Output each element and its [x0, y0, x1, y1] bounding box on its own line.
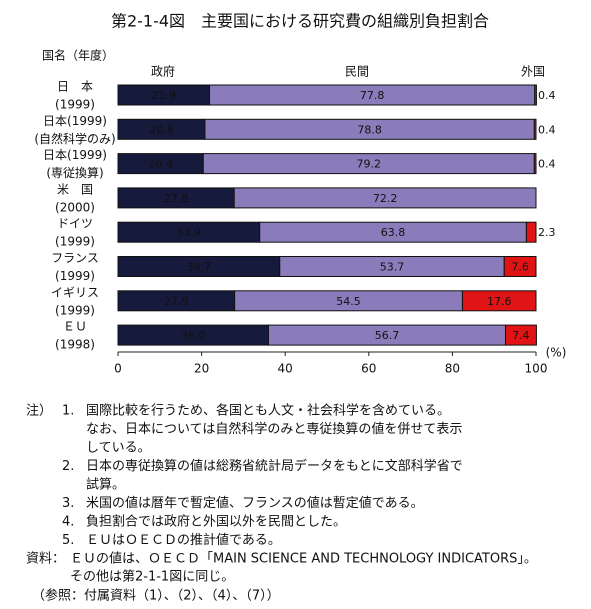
category-header: 国名（年度）	[42, 48, 114, 63]
value-label: 27.9	[164, 295, 189, 308]
note-number: 5.	[62, 533, 74, 548]
note-text: 米国の値は暦年で暫定値、フランスの値は暫定値である。	[86, 495, 424, 511]
note-number: 1.	[62, 404, 74, 419]
category-label: ドイツ	[57, 217, 93, 231]
bar-segment	[233, 187, 537, 209]
note-text: 日本の専従換算の値は総務省統計局データをもとに文部科学省で	[86, 458, 463, 474]
x-tick-label: 60	[361, 362, 376, 376]
value-label: 7.6	[511, 261, 529, 274]
value-label: 20.8	[149, 123, 174, 136]
category-label: (1999)	[55, 303, 95, 317]
reference: （参照：付属資料（1）、（2）、（4）、（7））	[32, 588, 280, 604]
category-label: 米 国	[57, 182, 93, 196]
notes-label: 注）	[26, 404, 52, 419]
value-label: 7.4	[512, 329, 530, 342]
value-label: 27.8	[164, 192, 189, 205]
value-label: 33.9	[177, 226, 202, 239]
x-axis-label: (%)	[546, 346, 567, 360]
x-tick-label: 20	[194, 362, 209, 376]
bar-segment	[534, 84, 537, 106]
value-label: 72.2	[373, 192, 398, 205]
note-text: なお、日本については自然科学のみと専従換算の値を併せて表示	[86, 421, 462, 437]
bar-segment	[533, 153, 537, 175]
chart-title: 第2-1-4図 主要国における研究費の組織別負担割合	[111, 12, 489, 31]
note-text: 国際比較を行うため、各国とも人文・社会科学を含めている。	[86, 403, 450, 419]
note-number: 3.	[62, 496, 74, 511]
category-label: 日本(1999)	[43, 114, 107, 128]
value-label: 0.4	[538, 89, 556, 102]
source-text: その他は第2-1-1図に同じ。	[70, 570, 234, 585]
legend-label: 外国	[521, 65, 545, 79]
category-label: イギリス	[51, 285, 99, 299]
note-number: 2.	[62, 459, 74, 474]
category-label: 日本(1999)	[43, 148, 107, 162]
note-text: ＥＵはＯＥＣＤの推計値である。	[86, 532, 281, 548]
bar-segment	[461, 290, 537, 312]
value-label: 21.9	[152, 89, 177, 102]
value-label: 17.6	[487, 295, 512, 308]
category-label: (1999)	[55, 98, 95, 112]
bar-segment	[504, 324, 537, 346]
category-label: (1998)	[55, 338, 95, 352]
value-label: 56.7	[375, 329, 400, 342]
x-tick-label: 0	[114, 362, 122, 376]
category-label: フランス	[51, 251, 99, 265]
bar-segment	[503, 256, 537, 277]
category-label: (自然科学のみ)	[34, 131, 115, 146]
value-label: 0.4	[538, 123, 556, 136]
value-label: 2.3	[538, 226, 556, 239]
value-label: 54.5	[336, 295, 361, 308]
category-label: (1999)	[55, 235, 95, 249]
x-tick-label: 100	[525, 362, 548, 376]
value-label: 20.4	[148, 158, 173, 171]
x-tick-label: 80	[445, 362, 460, 376]
category-label: ＥＵ	[63, 320, 87, 334]
category-label: (2000)	[55, 200, 95, 214]
note-text: している。	[86, 441, 151, 456]
legend-label: 政府	[151, 64, 175, 79]
source-text: ＥＵの値は、ＯＥＣＤ「MAIN SCIENCE AND TECHNOLOGY I…	[70, 551, 537, 567]
source-label: 資料：	[26, 552, 65, 567]
value-label: 77.8	[360, 89, 385, 102]
category-label: (専従換算)	[46, 165, 103, 180]
legend-label: 民間	[345, 65, 369, 79]
bar-segment	[533, 118, 537, 140]
value-label: 0.4	[538, 158, 556, 171]
value-label: 53.7	[380, 261, 405, 274]
note-text: 試算。	[86, 477, 125, 493]
value-label: 38.7	[187, 261, 212, 274]
value-label: 79.2	[357, 158, 382, 171]
note-number: 4.	[62, 515, 74, 530]
bar-segment	[525, 221, 537, 243]
category-label: 日 本	[57, 80, 93, 94]
value-label: 63.8	[381, 226, 406, 239]
x-tick-label: 40	[278, 362, 293, 376]
category-label: (1999)	[55, 269, 95, 283]
value-label: 78.8	[357, 123, 382, 136]
value-label: 36.0	[181, 329, 206, 342]
note-text: 負担割合では政府と外国以外を民間とした。	[86, 514, 346, 530]
